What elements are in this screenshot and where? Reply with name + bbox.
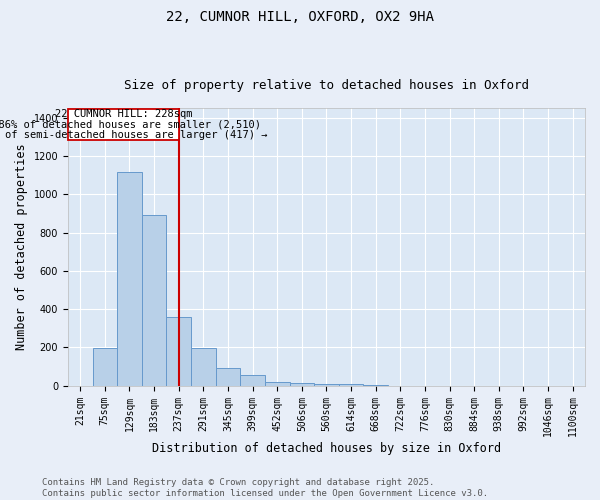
Title: Size of property relative to detached houses in Oxford: Size of property relative to detached ho… [124, 79, 529, 92]
Bar [364, 384, 388, 386]
Bar [339, 384, 364, 386]
X-axis label: Distribution of detached houses by size in Oxford: Distribution of detached houses by size … [152, 442, 501, 455]
Text: 22 CUMNOR HILL: 228sqm: 22 CUMNOR HILL: 228sqm [55, 110, 192, 120]
Bar [240, 374, 265, 386]
Bar [142, 215, 166, 386]
Bar [117, 172, 142, 386]
Bar [290, 382, 314, 386]
Bar [92, 348, 117, 386]
Bar [215, 368, 240, 386]
Bar [265, 382, 290, 386]
FancyBboxPatch shape [68, 110, 179, 140]
Text: 14% of semi-detached houses are larger (417) →: 14% of semi-detached houses are larger (… [0, 130, 267, 140]
Text: Contains HM Land Registry data © Crown copyright and database right 2025.
Contai: Contains HM Land Registry data © Crown c… [42, 478, 488, 498]
Bar [166, 318, 191, 386]
Y-axis label: Number of detached properties: Number of detached properties [15, 144, 28, 350]
Text: 22, CUMNOR HILL, OXFORD, OX2 9HA: 22, CUMNOR HILL, OXFORD, OX2 9HA [166, 10, 434, 24]
Bar [314, 384, 339, 386]
Text: ← 86% of detached houses are smaller (2,510): ← 86% of detached houses are smaller (2,… [0, 120, 261, 130]
Bar [191, 348, 215, 386]
